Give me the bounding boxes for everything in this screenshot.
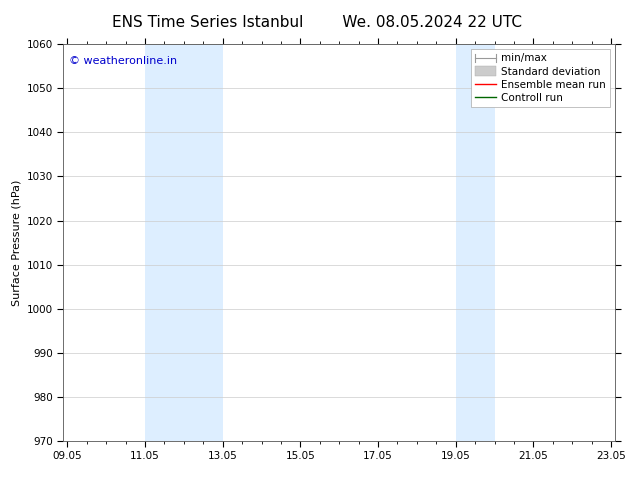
- Bar: [456, 44, 495, 441]
- Legend: min/max, Standard deviation, Ensemble mean run, Controll run: min/max, Standard deviation, Ensemble me…: [470, 49, 610, 107]
- Text: ENS Time Series Istanbul        We. 08.05.2024 22 UTC: ENS Time Series Istanbul We. 08.05.2024 …: [112, 15, 522, 30]
- Y-axis label: Surface Pressure (hPa): Surface Pressure (hPa): [11, 179, 21, 306]
- Text: © weatheronline.in: © weatheronline.in: [69, 56, 177, 66]
- Bar: [145, 44, 223, 441]
